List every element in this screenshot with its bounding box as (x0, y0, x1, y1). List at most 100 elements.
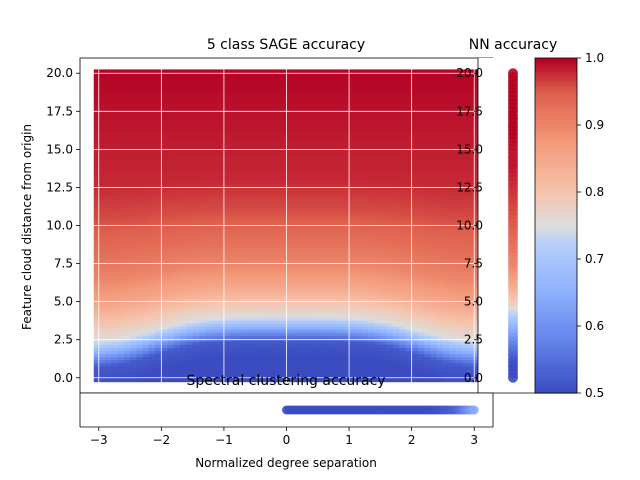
heatmap-cell (324, 374, 331, 383)
heatmap-cell (273, 243, 281, 248)
heatmap-cell (286, 359, 294, 364)
heatmap-cell (105, 271, 112, 275)
heatmap-cell (355, 362, 363, 367)
heatmap-cell (123, 131, 131, 135)
heatmap-cell (117, 353, 125, 358)
heatmap-cell (167, 249, 175, 254)
heatmap-cell (186, 286, 194, 291)
heatmap-cell (167, 344, 175, 348)
heatmap-cell (367, 332, 375, 336)
heatmap-cell (405, 277, 413, 281)
heatmap-cell (267, 307, 275, 312)
heatmap-cell (161, 216, 169, 221)
heatmap-cell (217, 268, 225, 272)
heatmap-cell (186, 128, 194, 132)
heatmap-cell (180, 255, 187, 260)
heatmap-cell (217, 152, 225, 157)
heatmap-cell (349, 201, 356, 205)
heatmap-cell (273, 335, 281, 339)
heatmap-cell (342, 158, 350, 163)
heatmap-cell (392, 195, 400, 199)
heatmap-cell (324, 283, 331, 288)
heatmap-cell (399, 350, 406, 355)
heatmap-cell (130, 219, 137, 224)
heatmap-cell (111, 94, 119, 99)
heatmap-cell (142, 371, 150, 376)
heatmap-cell (242, 347, 250, 351)
heatmap-cell (148, 219, 156, 224)
heatmap-cell (123, 76, 131, 80)
heatmap-cell (317, 326, 325, 330)
heatmap-cell (142, 280, 150, 284)
heatmap-cell (248, 76, 256, 80)
heatmap-cell (392, 234, 400, 239)
heatmap-cell (105, 298, 112, 303)
heatmap-cell (267, 240, 275, 245)
heatmap-cell (236, 310, 244, 315)
heatmap-cell (217, 374, 225, 383)
heatmap-cell (242, 280, 250, 284)
heatmap-cell (242, 216, 250, 221)
heatmap-cell (273, 319, 281, 324)
heatmap-cell (205, 301, 213, 306)
heatmap-cell (211, 100, 219, 105)
heatmap-cell (273, 195, 281, 199)
heatmap-cell (324, 195, 331, 199)
heatmap-cell (173, 368, 181, 373)
heatmap-cell (292, 274, 300, 278)
heatmap-cell (111, 173, 119, 178)
heatmap-cell (367, 240, 375, 245)
heatmap-cell (261, 85, 269, 90)
heatmap-cell (374, 356, 381, 361)
heatmap-cell (236, 140, 244, 144)
heatmap-cell (192, 249, 200, 254)
heatmap-cell (386, 335, 394, 339)
heatmap-cell (292, 259, 300, 263)
heatmap-cell (161, 231, 169, 236)
heatmap-cell (349, 125, 356, 129)
heatmap-cell (261, 112, 269, 117)
heatmap-cell (205, 255, 213, 260)
heatmap-cell (248, 298, 256, 303)
heatmap-cell (336, 204, 344, 208)
heatmap-cell (142, 283, 150, 288)
heatmap-cell (280, 158, 288, 163)
heatmap-cell (136, 246, 144, 251)
heatmap-cell (230, 115, 238, 120)
heatmap-cell (292, 350, 300, 355)
heatmap-cell (330, 353, 338, 358)
heatmap-cell (330, 280, 338, 284)
heatmap-cell (386, 152, 394, 157)
heatmap-cell (261, 106, 269, 111)
heatmap-cell (392, 173, 400, 178)
heatmap-cell (186, 228, 194, 233)
heatmap-cell (311, 326, 319, 330)
heatmap-cell (148, 249, 156, 254)
heatmap-cell (349, 155, 356, 160)
heatmap-cell (255, 85, 263, 90)
heatmap-cell (123, 100, 131, 105)
heatmap-cell (180, 173, 187, 178)
heatmap-cell (105, 164, 112, 169)
heatmap-cell (230, 368, 238, 373)
heatmap-cell (317, 128, 325, 132)
heatmap-cell (380, 304, 388, 309)
heatmap-cell (236, 149, 244, 154)
heatmap-cell (136, 228, 144, 233)
heatmap-cell (248, 289, 256, 294)
heatmap-cell (242, 237, 250, 242)
heatmap-cell (386, 137, 394, 141)
heatmap-cell (280, 341, 288, 345)
heatmap-cell (342, 210, 350, 214)
heatmap-cell (330, 313, 338, 318)
heatmap-cell (148, 234, 156, 239)
heatmap-cell (186, 222, 194, 227)
heatmap-cell (330, 304, 338, 309)
heatmap-cell (286, 143, 294, 147)
heatmap-cell (248, 112, 256, 117)
heatmap-cell (273, 207, 281, 211)
heatmap-cell (211, 76, 219, 80)
heatmap-cell (380, 143, 388, 147)
heatmap-cell (93, 347, 106, 351)
heatmap-cell (223, 255, 231, 260)
